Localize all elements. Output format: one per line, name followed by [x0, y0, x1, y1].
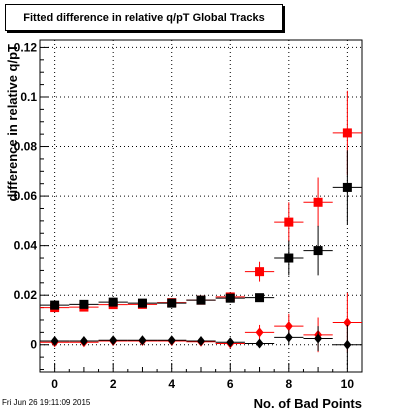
data-point-square	[255, 267, 265, 277]
data-point-diamond	[138, 335, 147, 346]
x-tick-label: 2	[110, 377, 117, 391]
data-series	[40, 324, 362, 365]
y-tick-label: 0.02	[14, 288, 38, 302]
data-point-diamond	[314, 333, 323, 344]
x-tick-label: 8	[285, 377, 292, 391]
y-axis-title: difference in relative q/pT	[5, 44, 20, 202]
data-point-diamond	[79, 336, 88, 347]
data-point-square	[50, 300, 60, 310]
data-point-square	[167, 298, 177, 308]
data-point-diamond	[255, 327, 264, 338]
data-point-square	[313, 246, 323, 256]
x-tick-label: 10	[341, 377, 355, 391]
data-point-square	[79, 299, 89, 309]
data-point-diamond	[343, 339, 352, 350]
data-point-square	[342, 128, 352, 138]
data-point-diamond	[50, 336, 59, 347]
data-point-diamond	[284, 321, 293, 332]
data-point-diamond	[197, 336, 205, 347]
data-point-diamond	[343, 317, 352, 328]
data-point-square	[108, 297, 118, 307]
y-tick-label: 0.04	[14, 239, 38, 253]
data-point-diamond	[167, 335, 176, 346]
x-tick-label: 4	[168, 377, 175, 391]
y-tick-label: 0	[30, 338, 37, 352]
footer-timestamp: Fri Jun 26 19:11:09 2015	[2, 398, 91, 407]
x-axis-title: No. of Bad Points	[254, 396, 362, 411]
data-point-diamond	[284, 332, 293, 343]
chart-title: Fitted difference in relative q/pT Globa…	[5, 4, 283, 31]
data-point-square	[342, 182, 352, 192]
data-series	[40, 150, 362, 310]
x-tick-label: 6	[227, 377, 234, 391]
data-point-square	[225, 293, 235, 303]
data-point-diamond	[109, 335, 118, 346]
y-tick-label: 0.06	[14, 189, 38, 203]
data-point-diamond	[255, 338, 264, 349]
data-point-square	[284, 217, 294, 227]
data-point-square	[284, 253, 294, 263]
y-tick-label: 0.1	[20, 90, 37, 104]
y-tick-label: 0.12	[14, 40, 38, 54]
data-point-diamond	[226, 337, 235, 348]
x-tick-label: 0	[51, 377, 58, 391]
plot-frame	[39, 39, 363, 373]
y-tick-label: 0.08	[14, 140, 38, 154]
data-point-square	[255, 293, 265, 303]
data-point-square	[137, 298, 147, 308]
data-point-square	[313, 197, 323, 207]
data-point-square	[196, 295, 206, 305]
